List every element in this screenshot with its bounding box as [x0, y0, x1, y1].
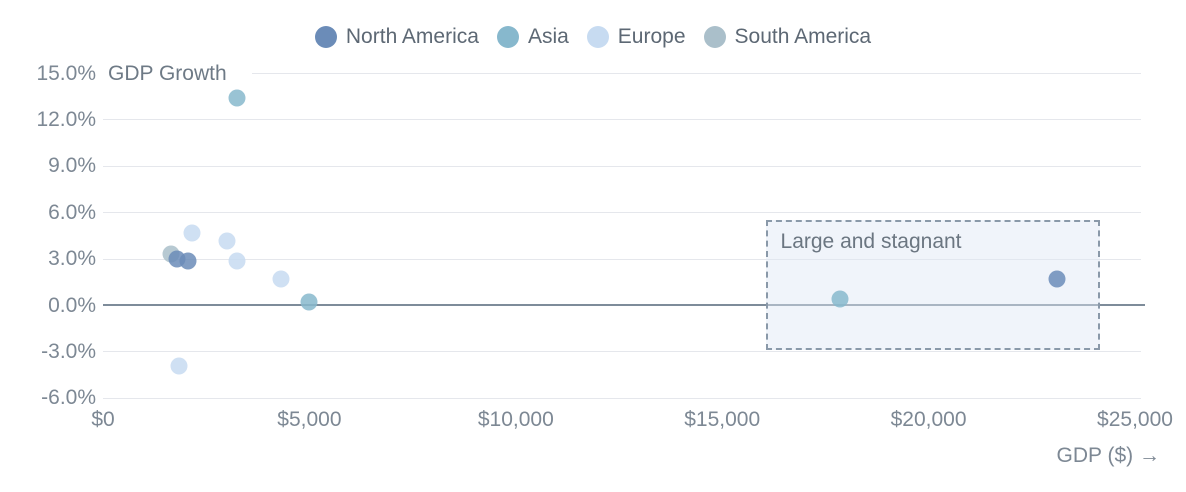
- point-north-america: [179, 252, 197, 270]
- point-asia: [228, 89, 246, 107]
- gridline-9: [103, 165, 1141, 167]
- legend-item-north-america[interactable]: North America: [314, 25, 479, 49]
- y-tick-label: 6.0%: [48, 200, 96, 224]
- gridline-3: [103, 258, 1141, 260]
- x-tick-label: $5,000: [277, 408, 342, 431]
- point-europe: [183, 224, 201, 242]
- legend-item-asia[interactable]: Asia: [496, 25, 569, 49]
- y-tick-label: 0.0%: [48, 293, 96, 317]
- point-europe: [170, 357, 188, 375]
- gridline--6: [103, 397, 1141, 399]
- x-tick-label: $0: [91, 408, 115, 431]
- legend-item-label: South America: [734, 25, 872, 48]
- gridline--3: [103, 351, 1141, 353]
- legend-swatch-europe: [586, 26, 609, 48]
- point-asia: [831, 290, 849, 308]
- legend-item-label: Europe: [617, 25, 686, 48]
- x-tick-label: $25,000: [1097, 408, 1173, 431]
- gridline-6: [103, 212, 1141, 214]
- legend: North America Asia Europe South America: [0, 25, 1186, 49]
- point-europe: [218, 232, 236, 250]
- x-tick-label: $15,000: [684, 408, 761, 431]
- legend-swatch-asia: [496, 26, 519, 48]
- x-tick-label: $10,000: [477, 408, 554, 431]
- annotation-label: Large and stagnant: [780, 230, 962, 254]
- y-tick-label: -6.0%: [41, 386, 96, 410]
- y-tick-label: 15.0%: [36, 61, 96, 85]
- y-tick-label: -3.0%: [41, 339, 96, 363]
- point-europe: [228, 252, 246, 270]
- y-tick-label: 3.0%: [48, 247, 96, 271]
- point-europe: [272, 270, 289, 288]
- legend-item-europe[interactable]: Europe: [586, 25, 686, 49]
- legend-item-label: Asia: [527, 25, 569, 48]
- y-tick-label: 9.0%: [48, 154, 96, 178]
- x-tick-label: $20,000: [890, 408, 967, 431]
- point-asia: [300, 293, 318, 311]
- y-tick-label: 12.0%: [36, 107, 96, 131]
- legend-item-south-america[interactable]: South America: [703, 25, 872, 49]
- legend-item-label: North America: [345, 25, 479, 48]
- annotation-box: Large and stagnant: [765, 220, 1100, 351]
- gridline-12: [103, 119, 1141, 121]
- gridline-15: [252, 73, 1141, 74]
- zero-baseline: [103, 304, 1145, 306]
- legend-swatch-north-america: [314, 26, 337, 48]
- x-axis-title: GDP ($) →: [1056, 444, 1160, 467]
- legend-swatch-south-america: [703, 26, 726, 48]
- y-axis-title: GDP Growth: [108, 62, 227, 85]
- point-north-america: [1048, 270, 1066, 288]
